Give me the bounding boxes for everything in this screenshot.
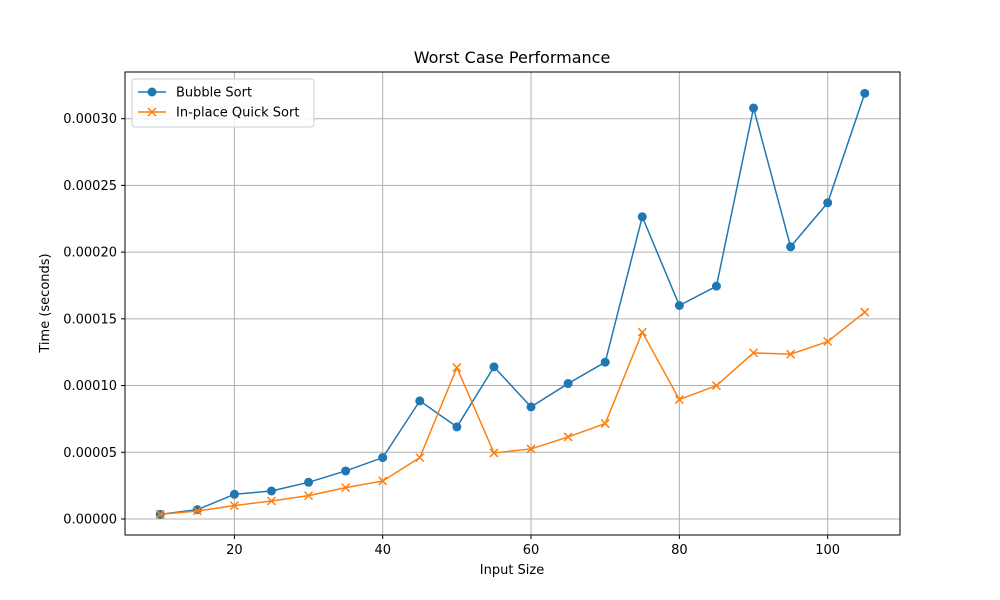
data-point-in-place-quick-sort [378,476,388,486]
y-axis-title: Time (seconds) [38,253,53,353]
data-point-bubble-sort [192,505,202,515]
data-point-in-place-quick-sort [860,307,870,317]
data-point-in-place-quick-sort [229,501,239,511]
legend-box [131,78,315,128]
data-point-bubble-sort [304,477,314,487]
y-tick-label: 0.00005 [63,446,117,461]
data-point-in-place-quick-sort [711,381,721,391]
y-tick-label: 0.00010 [63,379,117,394]
data-point-bubble-sort [786,242,796,252]
data-point-bubble-sort [415,396,425,406]
data-point-in-place-quick-sort [452,363,462,373]
data-point-in-place-quick-sort [304,491,314,501]
data-point-bubble-sort [823,198,833,208]
series-in-place-quick-sort [155,307,870,519]
ticks: 20 40 60 80 100 0.00000 0.00005 0.00010 0.00015 0… [63,112,840,558]
y-tick-label: 0.00020 [63,246,117,261]
plot-frame [124,71,901,536]
series-line-in-place-quick-sort [160,311,866,516]
x-axis-title: Input Size [480,563,544,578]
legend-label-quick-sort: In-place Quick Sort [176,106,299,121]
data-point-in-place-quick-sort [786,349,796,359]
data-point-bubble-sort [749,103,759,113]
x-tick-label: 40 [374,543,391,558]
data-point-in-place-quick-sort [600,419,610,429]
data-point-bubble-sort [266,486,276,496]
x-tick-label: 20 [226,543,243,558]
series-line-bubble-sort [160,93,866,516]
data-point-in-place-quick-sort [415,453,425,463]
data-point-bubble-sort [637,212,647,222]
y-tick-label: 0.00030 [63,112,117,127]
data-point-in-place-quick-sort [266,496,277,506]
data-point-bubble-sort [563,379,573,389]
data-point-in-place-quick-sort [526,444,536,454]
y-tick-label: 0.00025 [63,179,117,194]
y-tick-label: 0.00000 [63,512,117,527]
data-point-in-place-quick-sort [155,509,165,519]
legend-label-bubble-sort: Bubble Sort [176,86,252,101]
data-point-bubble-sort [526,402,536,412]
data-point-in-place-quick-sort [674,395,684,405]
x-tick-label: 80 [671,543,688,558]
x-tick-label: 100 [815,543,840,558]
data-point-in-place-quick-sort [563,432,573,442]
y-tick-label: 0.00015 [63,312,117,327]
data-point-bubble-sort [600,357,610,367]
legend-marker-quick-sort [147,107,157,117]
legend: Bubble Sort In-place Quick Sort [131,78,315,128]
grid [125,72,900,535]
legend-marker-bubble-sort [147,87,157,97]
data-point-bubble-sort [674,301,684,311]
data-point-in-place-quick-sort [823,336,833,347]
data-point-in-place-quick-sort [637,327,647,337]
x-tick-label: 60 [523,543,540,558]
data-point-bubble-sort [452,422,462,432]
chart-title: Worst Case Performance [414,48,611,67]
data-point-bubble-sort [711,281,721,291]
data-point-bubble-sort [489,362,499,372]
data-point-in-place-quick-sort [192,506,202,516]
data-point-bubble-sort [341,466,351,476]
data-point-in-place-quick-sort [748,348,759,358]
data-point-bubble-sort [378,453,388,463]
series-layer [155,88,870,519]
data-point-bubble-sort [229,489,239,499]
data-point-in-place-quick-sort [341,483,351,493]
data-point-in-place-quick-sort [489,448,499,458]
data-point-bubble-sort [860,88,870,98]
